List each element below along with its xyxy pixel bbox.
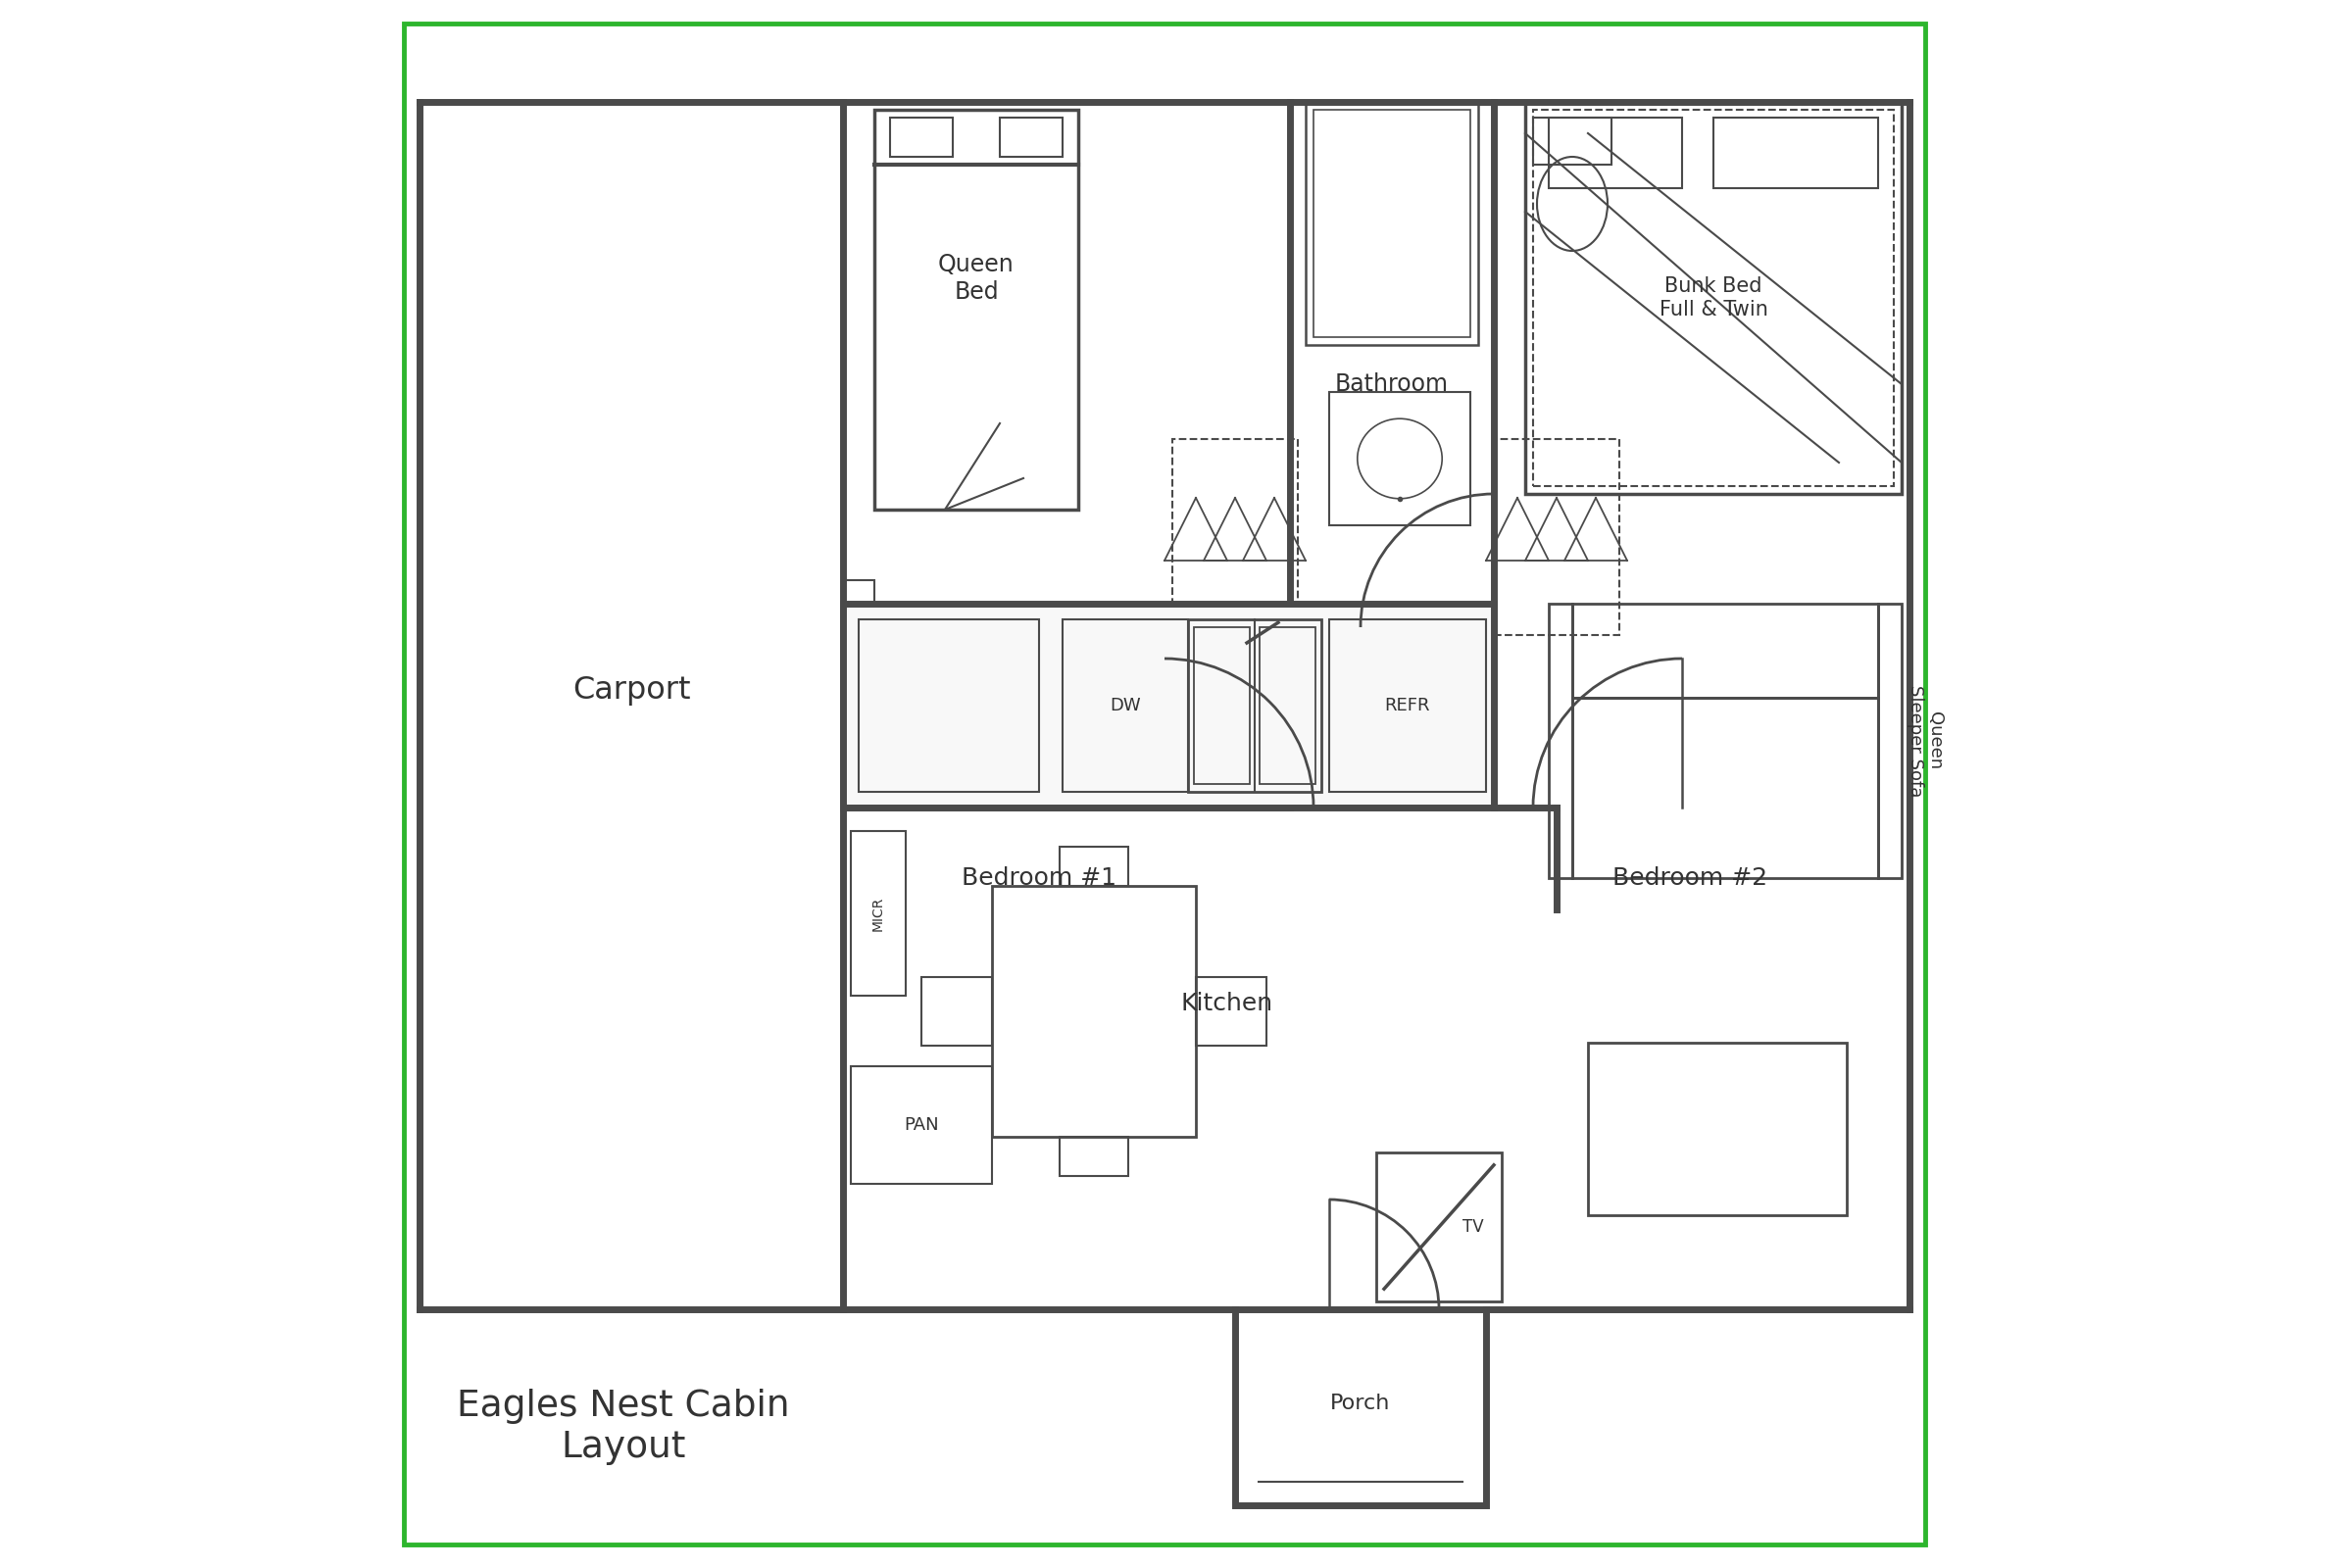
Text: Carport: Carport <box>573 674 689 706</box>
Bar <box>1060 1137 1130 1176</box>
Bar <box>1877 604 1900 878</box>
Text: Eagles Nest Cabin
Layout: Eagles Nest Cabin Layout <box>456 1389 790 1465</box>
Bar <box>1572 604 1877 698</box>
Bar <box>1493 439 1619 635</box>
Text: Kitchen: Kitchen <box>1181 993 1274 1016</box>
Text: Porch: Porch <box>1330 1394 1390 1413</box>
Bar <box>1588 1043 1847 1215</box>
Bar <box>1376 1152 1502 1301</box>
Bar <box>873 110 1078 510</box>
Bar <box>843 580 873 651</box>
Bar <box>1260 627 1316 784</box>
Text: Queen
Sleeper Sofa: Queen Sleeper Sofa <box>1905 685 1945 797</box>
Bar <box>1330 392 1470 525</box>
Bar <box>1549 118 1682 188</box>
Bar <box>1714 118 1877 188</box>
Text: MICR: MICR <box>871 895 885 931</box>
Bar <box>1195 627 1251 784</box>
Bar <box>890 118 953 157</box>
Bar <box>1062 619 1188 792</box>
Bar <box>1171 439 1297 635</box>
Bar <box>1188 619 1321 792</box>
Text: Queen
Bed: Queen Bed <box>939 252 1015 304</box>
Bar <box>1572 698 1877 878</box>
Text: Bathroom: Bathroom <box>1335 372 1449 395</box>
Bar <box>1549 604 1572 878</box>
Bar <box>859 619 1039 792</box>
Text: REFR: REFR <box>1386 696 1430 715</box>
Bar <box>922 977 992 1046</box>
Bar <box>1525 102 1900 494</box>
Bar <box>1307 102 1479 345</box>
Bar <box>1195 977 1267 1046</box>
Bar <box>1314 110 1470 337</box>
Bar <box>1330 619 1486 792</box>
Text: Bunk Bed
Full & Twin: Bunk Bed Full & Twin <box>1658 276 1768 318</box>
Bar <box>992 886 1195 1137</box>
Text: TV: TV <box>1463 1218 1484 1236</box>
Text: Bedroom #1: Bedroom #1 <box>962 866 1116 891</box>
Text: DW: DW <box>1111 696 1141 715</box>
Text: Bedroom #2: Bedroom #2 <box>1612 866 1768 891</box>
Bar <box>850 831 906 996</box>
Bar <box>999 118 1062 157</box>
Bar <box>850 1066 992 1184</box>
Bar <box>1234 1309 1486 1505</box>
Bar <box>1532 110 1893 486</box>
Text: PAN: PAN <box>904 1116 939 1134</box>
Bar <box>1060 847 1130 886</box>
Bar <box>1532 118 1612 165</box>
Bar <box>843 604 1493 808</box>
